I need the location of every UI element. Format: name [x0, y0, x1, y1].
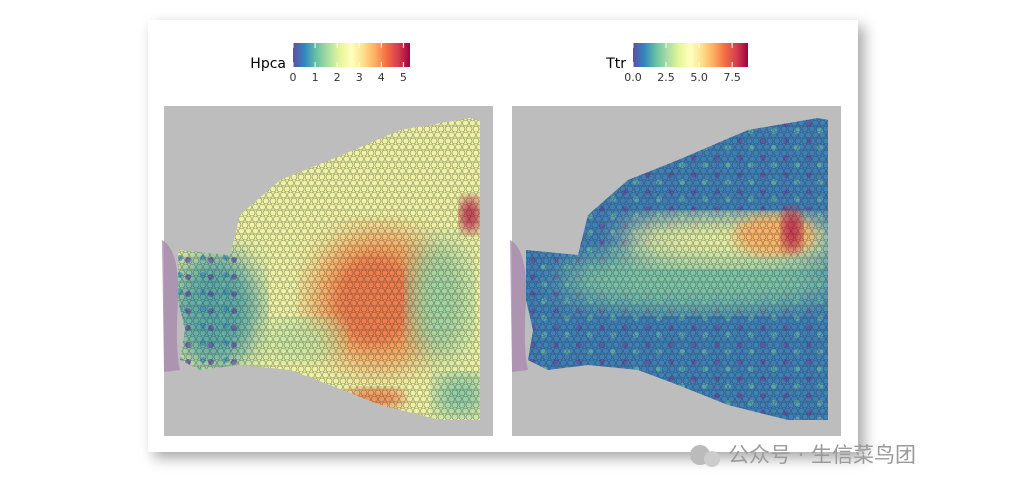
tick-label: 0 — [290, 71, 297, 84]
spatial-panel — [510, 106, 841, 436]
watermark: 公众号 · 生信菜鸟团 — [690, 443, 916, 467]
legend-title: Ttr — [605, 56, 626, 72]
colorbar — [293, 43, 410, 67]
spatial-panel — [162, 106, 493, 436]
tick-label: 1 — [312, 71, 319, 84]
tick-label: 0.0 — [624, 71, 642, 84]
tick-label: 5 — [400, 71, 407, 84]
tick-label: 3 — [356, 71, 363, 84]
tick-label: 4 — [378, 71, 385, 84]
colorbar — [633, 43, 748, 67]
tick-label: 7.5 — [723, 71, 741, 84]
tick-label: 5.0 — [690, 71, 708, 84]
watermark-text: 公众号 · 生信菜鸟团 — [728, 443, 916, 467]
tick-label: 2.5 — [657, 71, 675, 84]
tick-label: 2 — [334, 71, 341, 84]
legend-title: Hpca — [250, 56, 286, 72]
